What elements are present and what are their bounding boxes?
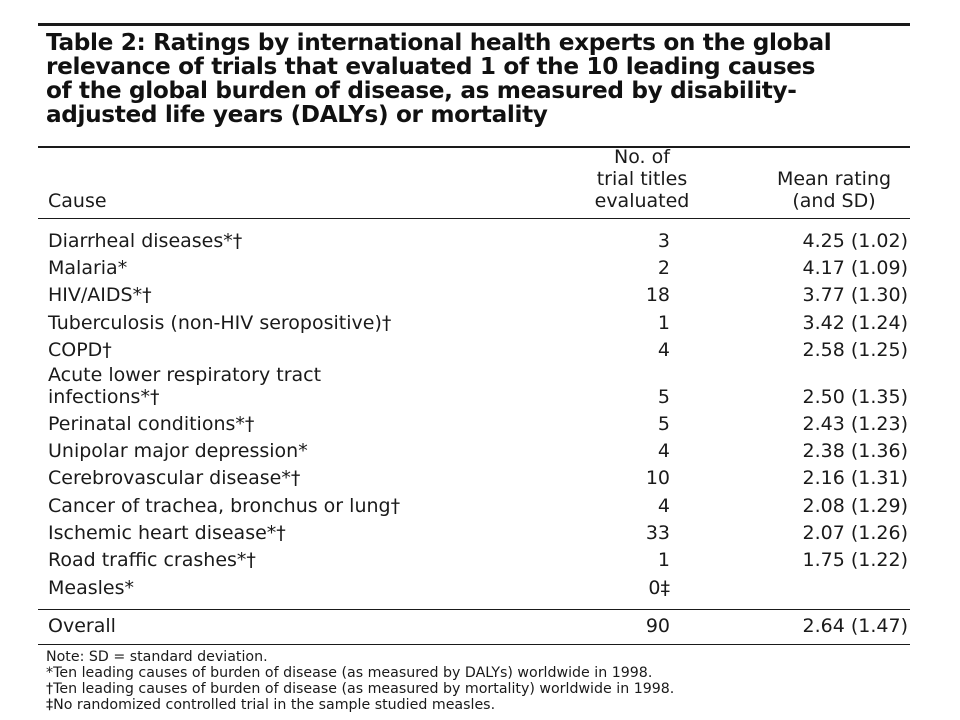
note-measles: ‡No randomized controlled trial in the s…	[46, 697, 496, 713]
row-cause: Perinatal conditions*†	[48, 413, 255, 435]
row-trials: 0‡	[648, 577, 670, 599]
row-trials: 33	[645, 522, 670, 544]
header-rating: Mean rating (and SD)	[776, 168, 892, 212]
row-rating: 4.17 (1.09)	[802, 257, 908, 279]
row-trials: 10	[645, 467, 670, 489]
row-cause: Diarrheal diseases*†	[48, 230, 243, 252]
top-rule	[38, 23, 910, 26]
table-title: Table 2: Ratings by international health…	[46, 29, 832, 128]
row-trials: 5	[657, 413, 670, 435]
row-cause: Cancer of trachea, bronchus or lung†	[48, 495, 401, 517]
header-top-rule	[38, 146, 910, 148]
note-mortality: †Ten leading causes of burden of disease…	[46, 681, 675, 697]
row-trials: 1	[657, 549, 670, 571]
row-rating: 2.43 (1.23)	[802, 413, 908, 435]
row-rating: 2.08 (1.29)	[802, 495, 908, 517]
row-rating: 2.07 (1.26)	[802, 522, 908, 544]
overall-cause: Overall	[48, 615, 116, 637]
row-cause: Tuberculosis (non-HIV seropositive)†	[48, 312, 392, 334]
row-rating: 1.75 (1.22)	[802, 549, 908, 571]
row-trials: 5	[657, 386, 670, 408]
row-trials: 4	[657, 339, 670, 361]
row-trials: 18	[645, 284, 670, 306]
row-trials: 4	[657, 495, 670, 517]
row-cause: infections*†	[48, 386, 160, 408]
note-sd: Note: SD = standard deviation.	[46, 649, 268, 665]
row-cause: HIV/AIDS*†	[48, 284, 152, 306]
overall-rating: 2.64 (1.47)	[802, 615, 908, 637]
row-rating: 2.16 (1.31)	[802, 467, 908, 489]
row-cause: COPD†	[48, 339, 112, 361]
note-dalys: *Ten leading causes of burden of disease…	[46, 665, 653, 681]
overall-top-rule	[38, 609, 910, 610]
row-rating: 4.25 (1.02)	[802, 230, 908, 252]
overall-bottom-rule	[38, 644, 910, 645]
row-rating: 2.58 (1.25)	[802, 339, 908, 361]
row-trials: 4	[657, 440, 670, 462]
row-cause: Malaria*	[48, 257, 128, 279]
row-trials: 3	[657, 230, 670, 252]
row-cause: Ischemic heart disease*†	[48, 522, 286, 544]
overall-trials: 90	[645, 615, 670, 637]
header-bottom-rule	[38, 218, 910, 219]
header-cause: Cause	[48, 190, 107, 212]
row-rating: 3.77 (1.30)	[802, 284, 908, 306]
row-rating: 3.42 (1.24)	[802, 312, 908, 334]
header-trials: No. of trial titles evaluated	[594, 146, 690, 212]
row-trials: 2	[657, 257, 670, 279]
row-cause: Measles*	[48, 577, 134, 599]
row-rating: 2.50 (1.35)	[802, 386, 908, 408]
row-rating: 2.38 (1.36)	[802, 440, 908, 462]
row-cause: Unipolar major depression*	[48, 440, 308, 462]
row-cause: Road traffic crashes*†	[48, 549, 256, 571]
row-trials: 1	[657, 312, 670, 334]
row-cause: Cerebrovascular disease*†	[48, 467, 301, 489]
row-cause: Acute lower respiratory tract	[48, 364, 322, 386]
